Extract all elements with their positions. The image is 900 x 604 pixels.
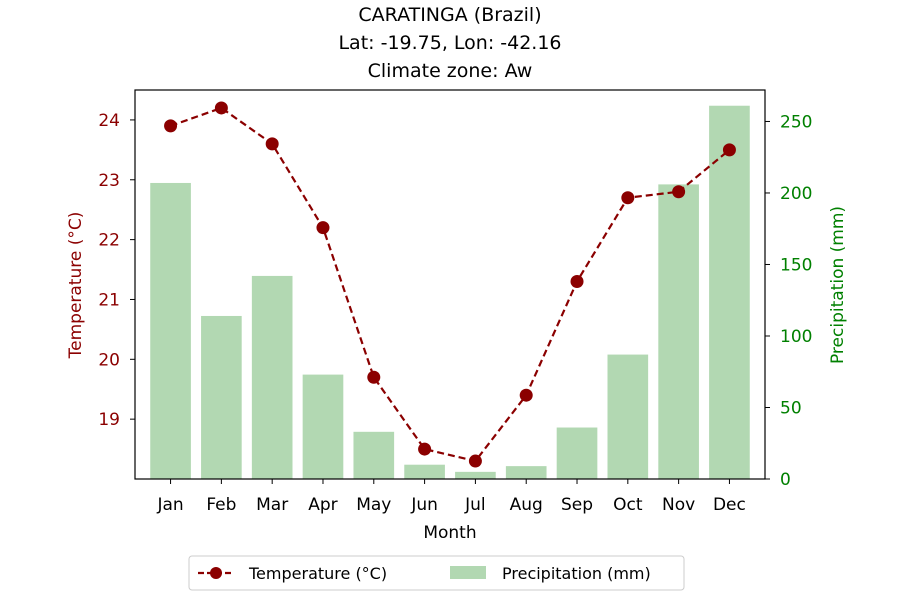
temperature-point-dec xyxy=(722,143,736,157)
temperature-series-line xyxy=(170,106,731,463)
precipitation-bar-aug xyxy=(505,466,547,479)
x-tick-label: Apr xyxy=(308,495,337,515)
precipitation-bar-dec xyxy=(709,105,750,479)
precipitation-bar-nov xyxy=(658,184,699,479)
left-tick-label: 19 xyxy=(98,410,120,430)
left-tick-label: 24 xyxy=(98,111,120,131)
temperature-point-oct xyxy=(621,191,635,205)
x-tick-label: Oct xyxy=(613,495,643,515)
right-tick-label: 200 xyxy=(780,184,812,204)
left-axis: 19 20 21 22 23 24 xyxy=(98,111,135,430)
right-tick-label: 250 xyxy=(780,112,812,132)
x-tick-label: Feb xyxy=(206,495,236,515)
temperature-point-jun xyxy=(418,442,432,456)
x-tick-label: Jan xyxy=(156,495,183,515)
x-tick-label: Aug xyxy=(510,495,543,515)
title-line-1: CARATINGA (Brazil) xyxy=(358,4,541,26)
x-tick-label: Dec xyxy=(713,495,746,515)
precipitation-bar-jan xyxy=(150,182,191,479)
precipitation-bar-jun xyxy=(404,464,445,479)
legend: Temperature (°C) Precipitation (mm) xyxy=(188,555,685,591)
y-axis-label-left: Temperature (°C) xyxy=(66,212,86,360)
x-axis: Jan Feb Mar Apr May Jun Jul Aug Sep Oct Nov Dec xyxy=(156,479,746,515)
temperature-point-sep xyxy=(570,275,584,289)
title-line-2: Lat: -19.75, Lon: -42.16 xyxy=(338,32,561,54)
temperature-point-aug xyxy=(519,388,533,402)
x-tick-label: Nov xyxy=(662,495,695,515)
plot-frame xyxy=(134,89,766,480)
x-tick-label: Mar xyxy=(256,495,288,515)
temperature-point-may xyxy=(367,370,381,384)
x-tick-label: Jul xyxy=(464,495,486,515)
right-tick-label: 100 xyxy=(780,327,812,347)
left-tick-label: 22 xyxy=(98,231,120,251)
precipitation-bar-mar xyxy=(251,275,293,479)
temperature-point-apr xyxy=(316,221,330,235)
right-tick-label: 0 xyxy=(780,470,791,490)
x-tick-label: Jun xyxy=(410,495,438,515)
x-tick-label: May xyxy=(356,495,391,515)
y-axis-label-right: Precipitation (mm) xyxy=(828,206,848,364)
left-tick-label: 20 xyxy=(98,350,120,370)
x-tick-label: Sep xyxy=(561,495,593,515)
temperature-point-jul xyxy=(468,454,482,468)
right-tick-label: 150 xyxy=(780,255,812,275)
left-tick-label: 23 xyxy=(98,171,120,191)
temperature-point-jan xyxy=(164,119,178,133)
legend-temperature-label: Temperature (°C) xyxy=(248,564,387,583)
left-tick-label: 21 xyxy=(98,290,120,310)
precipitation-bar-may xyxy=(353,431,395,479)
precipitation-bars xyxy=(150,105,750,479)
precipitation-bar-sep xyxy=(556,427,598,479)
precipitation-bar-oct xyxy=(607,354,649,479)
chart-title: CARATINGA (Brazil) Lat: -19.75, Lon: -42… xyxy=(338,4,561,82)
legend-frame xyxy=(188,555,685,591)
precipitation-bar-feb xyxy=(201,315,242,479)
precipitation-bar-apr xyxy=(302,374,344,479)
right-axis: 0 50 100 150 200 250 xyxy=(765,112,812,490)
temperature-point-mar xyxy=(265,137,279,151)
temperature-point-nov xyxy=(672,185,686,199)
x-axis-label: Month xyxy=(423,523,476,543)
temperature-line xyxy=(164,101,736,468)
title-line-3: Climate zone: Aw xyxy=(368,60,533,82)
legend-precipitation-label: Precipitation (mm) xyxy=(502,564,651,583)
right-tick-label: 50 xyxy=(780,398,802,418)
temperature-point-feb xyxy=(214,101,228,115)
legend-precipitation-swatch xyxy=(450,566,486,579)
precipitation-bar-jul xyxy=(455,471,496,479)
legend-temperature-swatch-marker xyxy=(210,567,222,579)
